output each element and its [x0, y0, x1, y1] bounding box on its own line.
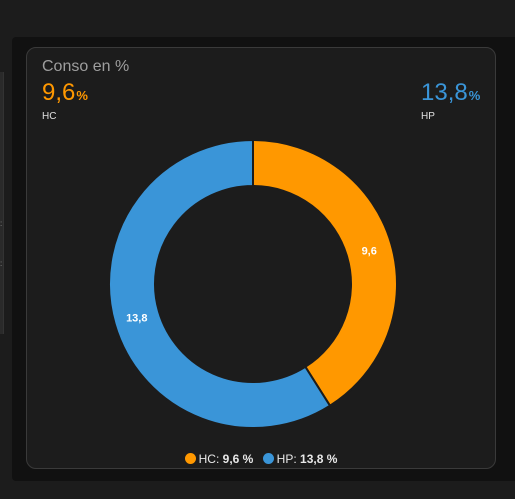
stat-hc-label: HC — [42, 111, 57, 122]
legend-hp-value: 13,8 % — [300, 452, 338, 466]
stat-hp: 13,8% HP — [421, 79, 480, 122]
sidebar-tick-mark: : — [0, 259, 3, 268]
card-title: Conso en % — [42, 58, 130, 75]
legend-hc-value: 9,6 % — [222, 452, 254, 466]
consumption-card: Conso en % 9,6% HC 13,8% HP 9,6 13,8 HC: … — [26, 47, 496, 469]
data-label-hp: 13,8 — [126, 313, 147, 325]
sidebar-edge: : : — [0, 72, 4, 334]
stat-hp-unit: % — [468, 88, 481, 103]
legend-hp-name: HP — [276, 452, 294, 466]
legend-hc-dot — [184, 453, 196, 464]
stat-hp-label: HP — [421, 111, 435, 122]
sidebar-tick-mark: : — [0, 219, 3, 228]
donut-slice-hp[interactable] — [108, 138, 332, 429]
stat-hc-unit: % — [76, 88, 88, 103]
stat-hp-value: 13,8 — [421, 79, 468, 106]
chart-legend: HC: 9,6 % HP: 13,8 % — [27, 452, 495, 466]
legend-item-hc[interactable]: HC: 9,6 % — [184, 452, 254, 466]
data-label-hc: 9,6 — [362, 245, 377, 257]
stat-hc-value: 9,6 — [42, 79, 76, 106]
legend-hc-name: HC — [198, 452, 216, 466]
legend-hp-dot — [262, 453, 274, 464]
donut-slice-hc[interactable] — [252, 138, 398, 408]
legend-item-hp[interactable]: HP: 13,8 % — [262, 452, 338, 466]
stat-hc: 9,6% HC — [42, 79, 88, 122]
donut-chart: 9,6 13,8 — [108, 138, 398, 429]
